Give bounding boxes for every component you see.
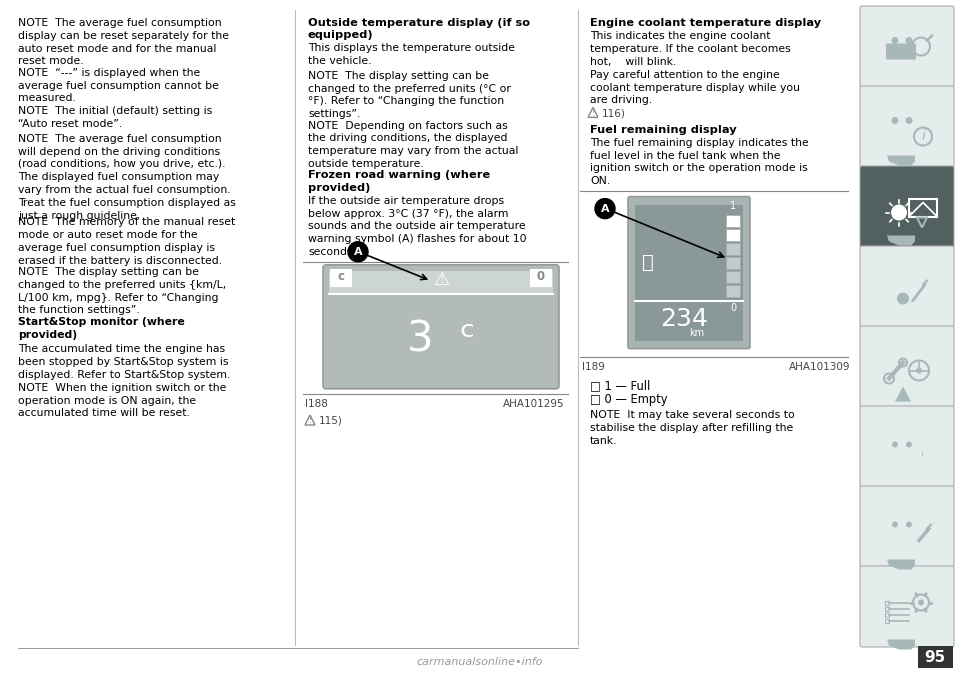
Text: 234: 234 xyxy=(660,306,708,331)
FancyBboxPatch shape xyxy=(628,197,750,348)
Text: NOTE  “---” is displayed when the
average fuel consumption cannot be
measured.: NOTE “---” is displayed when the average… xyxy=(18,68,219,104)
Text: NOTE  It may take several seconds to
stabilise the display after refilling the
t: NOTE It may take several seconds to stab… xyxy=(590,410,795,446)
Bar xyxy=(726,228,740,241)
Text: ⚠: ⚠ xyxy=(433,271,449,289)
Bar xyxy=(726,271,740,283)
Text: I188: I188 xyxy=(305,399,328,409)
Text: 116): 116) xyxy=(602,108,626,119)
Polygon shape xyxy=(887,559,915,570)
Circle shape xyxy=(897,292,909,304)
Bar xyxy=(726,285,740,296)
Text: This indicates the engine coolant
temperature. If the coolant becomes
hot,    wi: This indicates the engine coolant temper… xyxy=(590,31,791,67)
Circle shape xyxy=(906,441,912,447)
Text: i: i xyxy=(921,129,924,144)
FancyBboxPatch shape xyxy=(860,326,954,407)
Text: □ 0 — Empty: □ 0 — Empty xyxy=(590,393,667,406)
Bar xyxy=(885,618,889,622)
FancyBboxPatch shape xyxy=(860,86,954,167)
Bar xyxy=(918,646,953,668)
Text: 95: 95 xyxy=(924,650,946,666)
Text: AHA101295: AHA101295 xyxy=(503,399,565,409)
FancyBboxPatch shape xyxy=(860,406,954,487)
Text: This displays the temperature outside
the vehicle.: This displays the temperature outside th… xyxy=(308,43,515,66)
Text: NOTE  The memory of the manual reset
mode or auto reset mode for the
average fue: NOTE The memory of the manual reset mode… xyxy=(18,217,235,266)
Text: 0: 0 xyxy=(730,302,736,313)
Text: Fuel remaining display: Fuel remaining display xyxy=(590,125,736,135)
Text: Outside temperature display (if so
equipped): Outside temperature display (if so equip… xyxy=(308,18,530,41)
Circle shape xyxy=(892,441,898,447)
Text: I189: I189 xyxy=(582,361,605,372)
Text: 1: 1 xyxy=(730,201,736,211)
Polygon shape xyxy=(887,639,915,650)
Bar xyxy=(530,268,552,287)
Text: carmanualsonline•info: carmanualsonline•info xyxy=(417,657,543,667)
Text: c: c xyxy=(338,271,345,283)
Text: NOTE  When the ignition switch or the
operation mode is ON again, the
accumulate: NOTE When the ignition switch or the ope… xyxy=(18,383,227,418)
Bar xyxy=(885,607,889,610)
Text: A: A xyxy=(601,203,610,214)
Polygon shape xyxy=(887,235,915,245)
Bar xyxy=(635,205,743,340)
Text: The fuel remaining display indicates the
fuel level in the fuel tank when the
ig: The fuel remaining display indicates the… xyxy=(590,138,808,186)
Text: !: ! xyxy=(921,452,924,461)
Text: Frozen road warning (where
provided): Frozen road warning (where provided) xyxy=(308,170,491,193)
Circle shape xyxy=(892,521,898,527)
Text: A: A xyxy=(353,247,362,257)
Circle shape xyxy=(892,117,899,124)
Text: Engine coolant temperature display: Engine coolant temperature display xyxy=(590,18,821,28)
Bar xyxy=(330,268,352,287)
Circle shape xyxy=(918,599,924,605)
FancyBboxPatch shape xyxy=(860,6,954,87)
Circle shape xyxy=(905,117,913,124)
Text: If the outside air temperature drops
below approx. 3°C (37 °F), the alarm
sounds: If the outside air temperature drops bel… xyxy=(308,196,527,257)
Bar xyxy=(726,256,740,268)
FancyBboxPatch shape xyxy=(323,265,559,388)
Text: 3  ᶜ: 3 ᶜ xyxy=(407,319,475,361)
Text: 115): 115) xyxy=(319,416,343,426)
Polygon shape xyxy=(895,386,911,401)
Circle shape xyxy=(595,199,615,218)
Text: 0: 0 xyxy=(537,271,545,283)
Circle shape xyxy=(906,521,912,527)
Text: NOTE  Depending on factors such as
the driving conditions, the displayed
tempera: NOTE Depending on factors such as the dr… xyxy=(308,121,518,169)
Text: Pay careful attention to the engine
coolant temperature display while you
are dr: Pay careful attention to the engine cool… xyxy=(590,70,800,105)
Polygon shape xyxy=(588,107,598,117)
FancyBboxPatch shape xyxy=(860,566,954,647)
Text: NOTE  The average fuel consumption
display can be reset separately for the
auto : NOTE The average fuel consumption displa… xyxy=(18,18,229,66)
Circle shape xyxy=(892,37,899,44)
Polygon shape xyxy=(305,415,315,425)
Text: NOTE  The initial (default) setting is
“Auto reset mode”.: NOTE The initial (default) setting is “A… xyxy=(18,106,212,129)
FancyBboxPatch shape xyxy=(886,43,916,60)
Polygon shape xyxy=(887,155,915,165)
Text: The accumulated time the engine has
been stopped by Start&Stop system is
display: The accumulated time the engine has been… xyxy=(18,344,230,380)
Circle shape xyxy=(348,242,368,262)
Circle shape xyxy=(916,367,922,374)
FancyBboxPatch shape xyxy=(860,166,954,247)
Bar xyxy=(329,271,553,294)
Circle shape xyxy=(891,205,907,220)
Bar xyxy=(726,243,740,255)
Bar xyxy=(726,215,740,226)
Text: !: ! xyxy=(308,416,311,426)
Text: □ 1 — Full: □ 1 — Full xyxy=(590,379,650,392)
FancyBboxPatch shape xyxy=(860,246,954,327)
FancyBboxPatch shape xyxy=(860,486,954,567)
Text: !: ! xyxy=(591,109,594,118)
Bar xyxy=(885,601,889,605)
Text: km: km xyxy=(689,327,705,338)
Text: NOTE  The average fuel consumption
will depend on the driving conditions
(road c: NOTE The average fuel consumption will d… xyxy=(18,134,236,220)
Bar xyxy=(885,612,889,616)
Text: NOTE  The display setting can be
changed to the preferred units {km/L,
L/100 km,: NOTE The display setting can be changed … xyxy=(18,267,227,315)
Text: Start&Stop monitor (where
provided): Start&Stop monitor (where provided) xyxy=(18,317,184,340)
Circle shape xyxy=(905,37,913,44)
Text: ⛽: ⛽ xyxy=(642,253,654,272)
Text: AHA101309: AHA101309 xyxy=(788,361,850,372)
Text: NOTE  The display setting can be
changed to the preferred units (°C or
°F). Refe: NOTE The display setting can be changed … xyxy=(308,71,511,119)
Bar xyxy=(909,199,937,216)
